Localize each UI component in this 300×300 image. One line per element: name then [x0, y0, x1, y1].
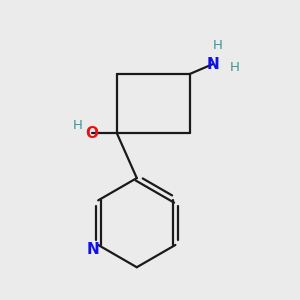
Text: O: O — [86, 126, 99, 141]
Text: N: N — [206, 57, 219, 72]
Text: H: H — [72, 119, 82, 132]
Text: H: H — [213, 40, 223, 52]
Text: H: H — [229, 61, 239, 74]
Text: N: N — [87, 242, 100, 257]
